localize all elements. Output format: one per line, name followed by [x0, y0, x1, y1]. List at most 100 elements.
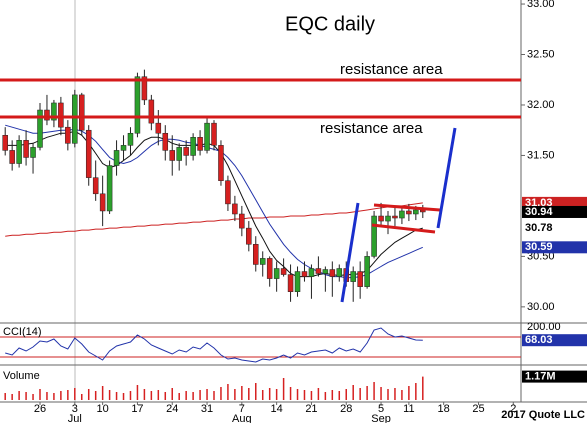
candle-body — [99, 193, 106, 212]
value-tag: 30.59 — [522, 241, 587, 254]
x-tick-label: 5 — [378, 403, 384, 415]
candle-body — [127, 132, 134, 146]
volume-bar — [380, 387, 382, 400]
candle-body — [23, 140, 29, 158]
x-tick-label: 31 — [201, 403, 213, 415]
value-tag: 1.17M — [522, 371, 587, 383]
volume-bar — [25, 392, 27, 400]
candle-body — [253, 244, 259, 265]
candle-body — [190, 137, 196, 156]
cci-line — [5, 327, 423, 363]
channel-line — [373, 203, 441, 212]
candle-body — [162, 132, 169, 151]
candle-body — [169, 150, 175, 161]
panel-label: Volume — [3, 370, 40, 382]
volume-bar — [206, 389, 208, 400]
volume-bar — [248, 388, 250, 400]
volume-bar — [255, 383, 257, 400]
volume-bar — [94, 391, 97, 400]
candle-body — [51, 102, 57, 121]
month-label: Jul — [68, 413, 82, 423]
x-tick-label: 17 — [131, 403, 143, 415]
x-tick-label: 26 — [34, 403, 46, 415]
volume-bar — [415, 383, 417, 400]
volume-bar — [227, 384, 229, 400]
candle-body — [329, 269, 336, 277]
x-tick-label: 25 — [472, 403, 484, 415]
tag-box — [522, 196, 587, 209]
volume-bar — [39, 389, 41, 400]
tag-box — [522, 370, 587, 383]
volume-bar — [282, 378, 285, 400]
y-tick-label: 33.00 — [527, 0, 555, 10]
candle-body — [92, 177, 99, 195]
tag-label: 30.59 — [525, 241, 553, 253]
candle-body — [308, 268, 315, 277]
candle-body — [141, 76, 148, 101]
volume-bar — [310, 391, 313, 400]
tag-box — [522, 222, 587, 235]
tag-label: 31.03 — [525, 197, 553, 209]
volume-bar — [366, 386, 368, 400]
volume-bar — [11, 394, 13, 400]
volume-bar — [136, 385, 139, 400]
volume-bar — [241, 386, 243, 400]
volume-bar — [122, 393, 125, 400]
candle-body — [357, 271, 363, 287]
volume-bar — [199, 390, 201, 400]
volume-bar — [317, 388, 320, 400]
channel-line — [371, 223, 436, 234]
annotation: resistance area — [320, 120, 423, 137]
candle-body — [259, 258, 266, 265]
candle-body — [266, 258, 273, 279]
candle-body — [322, 269, 329, 274]
volume-bar — [296, 389, 299, 400]
y-tick-label: 32.50 — [527, 48, 555, 60]
candle-body — [155, 122, 162, 134]
candle-body — [9, 150, 15, 164]
volume-bar — [150, 391, 153, 400]
volume-bar — [373, 382, 375, 400]
volume-bar — [60, 391, 62, 400]
value-tag: 68.03 — [522, 334, 587, 347]
candle-body — [385, 215, 391, 222]
moving-average — [5, 202, 423, 237]
volume-bar — [157, 390, 160, 400]
candle-body — [183, 147, 189, 156]
candle-body — [239, 213, 245, 229]
volume-bar — [101, 386, 104, 400]
candle-body — [336, 268, 343, 277]
candle-body — [378, 215, 384, 222]
volume-bar — [234, 389, 236, 400]
volume-bar — [275, 389, 278, 400]
candle-body — [211, 122, 217, 146]
candle-body — [37, 109, 43, 148]
volume-bar — [359, 388, 361, 400]
tag-box — [522, 205, 587, 218]
candle-body — [350, 271, 356, 282]
candle-body — [2, 135, 8, 151]
candle-body — [315, 268, 322, 274]
volume-bar — [67, 390, 69, 400]
trend-line — [436, 127, 457, 229]
candle-body — [176, 147, 182, 161]
candle-body — [44, 109, 50, 121]
volume-bar — [18, 391, 20, 400]
volume-bar — [387, 389, 389, 400]
chart-title: EQC daily — [285, 13, 375, 35]
volume-bar — [338, 391, 341, 400]
volume-bar — [324, 392, 327, 400]
candle-body — [301, 271, 308, 277]
volume-bar — [192, 392, 194, 400]
volume-bar — [268, 388, 271, 400]
candle-body — [392, 215, 398, 219]
value-tag: 30.78 — [522, 222, 587, 235]
candle-body — [16, 140, 22, 164]
candle-body — [113, 150, 120, 166]
candle-body — [85, 129, 92, 178]
candle-body — [364, 256, 370, 287]
candle-body — [399, 210, 405, 219]
x-tick-label: 28 — [340, 403, 352, 415]
